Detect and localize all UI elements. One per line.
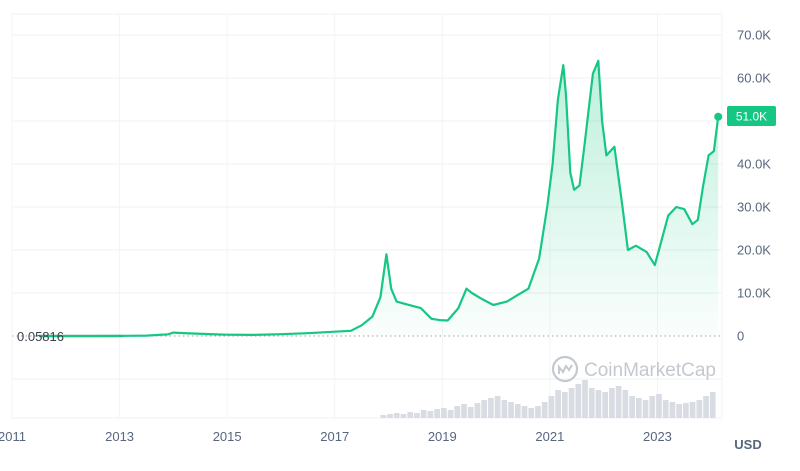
volume-bar [400,414,407,418]
volume-bar [447,410,454,418]
x-tick-label: 2015 [213,429,242,444]
y-tick-label: 40.0K [737,157,771,172]
x-tick-label: 2021 [535,429,564,444]
volume-bar [407,412,414,418]
volume-bar [440,408,447,418]
volume-bar [535,406,541,418]
volume-bar [656,394,662,418]
volume-bar [582,380,588,418]
volume-bar [642,400,649,418]
y-tick-label: 10.0K [737,286,771,301]
volume-bar [467,407,474,418]
y-tick-label: 0 [737,329,744,344]
volume-bars [380,380,716,418]
volume-bar [521,406,528,418]
volume-bar [393,413,400,418]
watermark: CoinMarketCap [551,355,716,383]
volume-bar [514,404,521,418]
watermark-text: CoinMarketCap [584,360,716,381]
x-tick-label: 2013 [105,429,134,444]
volume-bar [420,410,427,418]
current-price-dot [714,112,723,121]
volume-bar [588,388,595,418]
volume-bar [602,392,609,418]
volume-bar [501,400,508,418]
volume-bar [474,403,481,418]
x-tick-label: 2011 [0,429,26,444]
volume-bar [568,388,575,418]
current-price-label: 51.0K [736,110,767,124]
volume-bar [629,396,635,418]
volume-bar [427,411,434,418]
volume-bar [709,392,716,418]
volume-bar [387,414,393,418]
volume-bar [615,386,622,418]
volume-bar [461,404,467,418]
volume-bar [703,396,709,418]
volume-bar [494,396,501,418]
volume-bar [669,402,676,418]
volume-bar [481,400,488,418]
price-line [38,59,720,338]
volume-bar [555,390,561,418]
x-tick-label: 2023 [643,429,672,444]
volume-bar [414,413,420,418]
x-tick-label: 2019 [428,429,457,444]
price-area-fill [38,60,719,337]
y-tick-label: 70.0K [737,28,771,43]
volume-bar [662,400,669,418]
volume-bar [561,392,568,418]
volume-bar [528,408,535,418]
volume-bar [454,406,461,418]
coinmarketcap-logo-icon [551,355,579,383]
volume-bar [649,396,656,418]
volume-bar [689,402,696,418]
currency-unit-label: USD [734,437,761,452]
volume-bar [575,384,582,418]
volume-bar [380,415,387,418]
volume-bar [635,398,642,418]
current-price-badge: 51.0K [727,106,776,126]
volume-bar [683,403,689,418]
volume-bar [622,390,629,418]
volume-bar [548,396,555,418]
volume-bar [676,404,683,418]
volume-bar [488,398,494,418]
volume-bar [609,388,615,418]
y-tick-label: 60.0K [737,71,771,86]
x-axis-ticks: 2011 2013 2015 2017 2019 2021 2023 [0,429,672,444]
volume-bar [595,390,602,418]
volume-bar [696,400,703,418]
start-price-label: 0.05816 [17,329,64,344]
x-tick-label: 2017 [320,429,349,444]
volume-bar [508,402,514,418]
volume-bar [541,402,548,418]
volume-bar [434,409,440,418]
y-tick-label: 20.0K [737,243,771,258]
y-tick-label: 30.0K [737,200,771,215]
